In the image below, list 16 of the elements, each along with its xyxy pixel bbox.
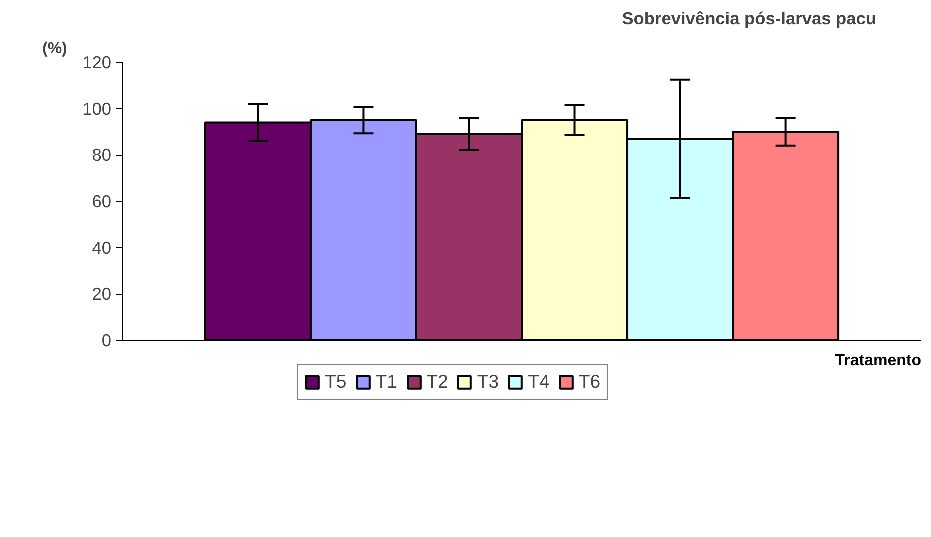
legend-label: T3 <box>477 371 500 393</box>
y-tick-label: 80 <box>92 145 112 166</box>
legend-label: T5 <box>325 371 347 393</box>
y-tick-label: 20 <box>92 284 112 304</box>
y-tick-label: 120 <box>82 52 112 72</box>
chart-title: Sobrevivência pós-larvas pacu <box>622 8 877 28</box>
y-tick-label: 0 <box>102 330 112 350</box>
legend-label: T4 <box>528 371 550 393</box>
x-axis-title: Tratamento <box>835 352 922 370</box>
y-tick-label: 100 <box>82 98 112 119</box>
legend-label: T1 <box>376 371 398 393</box>
y-tick-label: 60 <box>92 192 112 212</box>
legend-label: T6 <box>578 371 601 393</box>
y-axis-title: (%) <box>42 40 68 58</box>
legend-label: T2 <box>426 371 448 393</box>
y-tick-label: 40 <box>92 238 112 258</box>
